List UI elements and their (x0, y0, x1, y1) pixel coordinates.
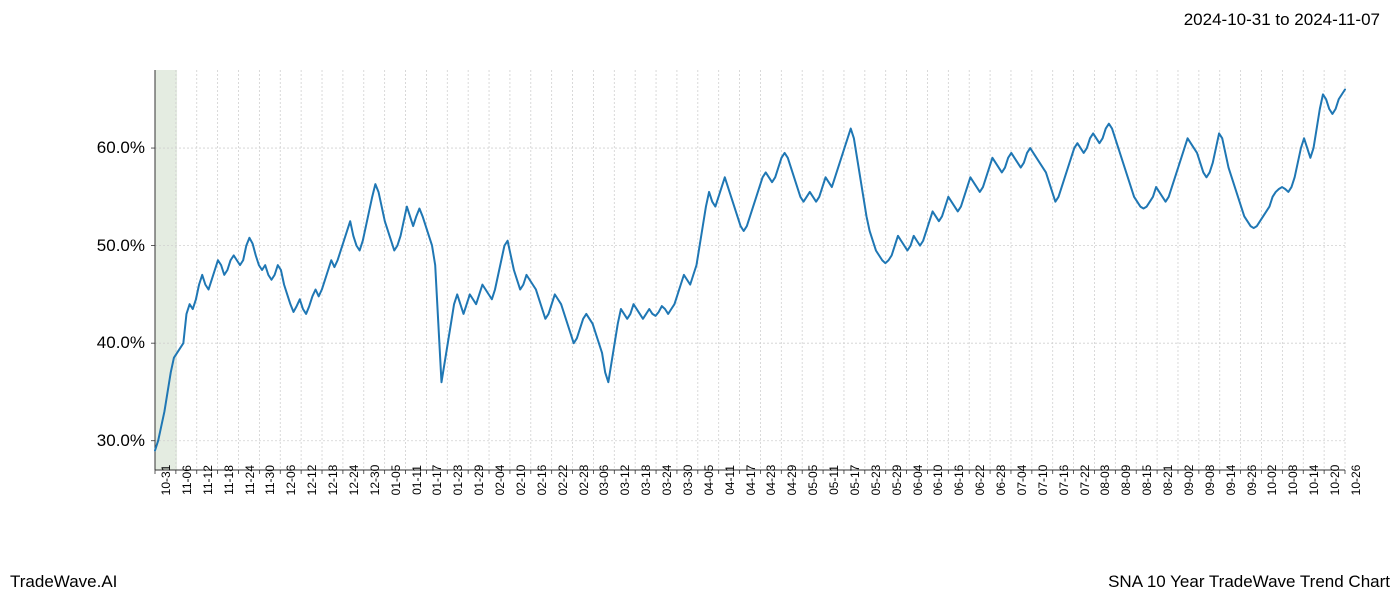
x-tick-label: 05-05 (806, 465, 820, 496)
x-tick-label: 11-24 (243, 465, 257, 495)
x-tick-label: 04-17 (744, 465, 758, 496)
x-tick-label: 08-09 (1119, 465, 1133, 496)
x-tick-label: 05-23 (869, 465, 883, 496)
x-tick-label: 03-12 (618, 465, 632, 496)
y-tick-label: 40.0% (45, 333, 145, 353)
x-tick-label: 10-08 (1286, 465, 1300, 496)
x-tick-label: 01-23 (451, 465, 465, 496)
x-tick-label: 12-18 (326, 465, 340, 496)
x-tick-label: 07-16 (1057, 465, 1071, 496)
x-tick-label: 10-31 (159, 465, 173, 496)
footer-chart-title: SNA 10 Year TradeWave Trend Chart (1108, 572, 1390, 592)
x-tick-label: 03-30 (681, 465, 695, 496)
x-tick-label: 05-11 (827, 465, 841, 495)
x-tick-label: 12-30 (368, 465, 382, 496)
y-tick-label: 30.0% (45, 431, 145, 451)
x-tick-label: 08-15 (1140, 465, 1154, 496)
x-tick-label: 03-06 (597, 465, 611, 496)
x-tick-label: 01-05 (389, 465, 403, 496)
x-tick-label: 12-06 (284, 465, 298, 496)
x-tick-label: 08-03 (1098, 465, 1112, 496)
x-tick-label: 07-22 (1078, 465, 1092, 496)
x-tick-label: 07-04 (1015, 465, 1029, 496)
x-tick-label: 02-04 (493, 465, 507, 496)
x-tick-label: 02-22 (556, 465, 570, 496)
x-tick-label: 09-02 (1182, 465, 1196, 496)
x-tick-label: 06-10 (931, 465, 945, 496)
x-tick-label: 01-29 (472, 465, 486, 496)
chart-container: 30.0% 40.0% 50.0% 60.0% 10-31 11-06 11-12 11-1… (0, 45, 1400, 555)
x-tick-label: 02-28 (577, 465, 591, 496)
x-tick-label: 10-02 (1265, 465, 1279, 496)
x-tick-label: 04-11 (723, 465, 737, 495)
x-tick-label: 12-24 (347, 465, 361, 496)
x-tick-label: 06-16 (952, 465, 966, 496)
x-tick-label: 02-16 (535, 465, 549, 496)
x-tick-label: 10-20 (1328, 465, 1342, 496)
x-tick-label: 09-08 (1203, 465, 1217, 496)
x-tick-label: 03-24 (660, 465, 674, 496)
x-tick-label: 11-30 (263, 465, 277, 495)
x-tick-label: 12-12 (305, 465, 319, 496)
x-tick-label: 11-06 (180, 465, 194, 495)
x-tick-label: 03-18 (639, 465, 653, 496)
x-tick-label: 10-14 (1307, 465, 1321, 496)
x-tick-label: 11-12 (201, 465, 215, 495)
x-tick-label: 08-21 (1161, 465, 1175, 496)
x-tick-label: 04-29 (785, 465, 799, 496)
y-tick-label: 60.0% (45, 138, 145, 158)
x-tick-label: 10-26 (1349, 465, 1363, 496)
x-tick-label: 01-17 (430, 465, 444, 496)
x-tick-label: 04-05 (702, 465, 716, 496)
x-tick-label: 05-29 (890, 465, 904, 496)
x-tick-label: 06-04 (911, 465, 925, 496)
date-range-label: 2024-10-31 to 2024-11-07 (1184, 10, 1380, 30)
x-tick-label: 04-23 (764, 465, 778, 496)
x-tick-label: 06-22 (973, 465, 987, 496)
x-tick-label: 09-26 (1245, 465, 1259, 496)
footer-brand: TradeWave.AI (10, 572, 117, 592)
x-tick-label: 02-10 (514, 465, 528, 496)
x-tick-label: 05-17 (848, 465, 862, 496)
y-tick-label: 50.0% (45, 236, 145, 256)
x-tick-label: 07-10 (1036, 465, 1050, 496)
x-tick-label: 11-18 (222, 465, 236, 495)
x-tick-label: 09-14 (1224, 465, 1238, 496)
x-tick-label: 01-11 (410, 465, 424, 495)
x-tick-label: 06-28 (994, 465, 1008, 496)
